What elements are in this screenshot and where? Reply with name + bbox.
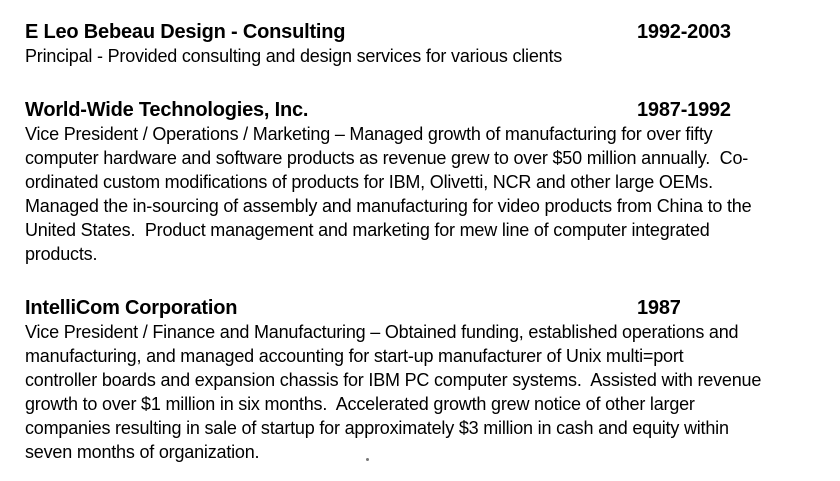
entry-header: World-Wide Technologies, Inc. 1987-1992 <box>25 98 815 122</box>
entry-description: Vice President / Finance and Manufacturi… <box>25 322 762 462</box>
entry-title: World-Wide Technologies, Inc. <box>25 99 309 121</box>
entry-description: Principal - Provided consulting and desi… <box>25 46 563 66</box>
entry-dates: 1987 <box>637 297 681 319</box>
resume-entry-worldwide-technologies: World-Wide Technologies, Inc. 1987-1992 … <box>25 98 815 266</box>
entry-header: IntelliCom Corporation 1987 <box>25 296 815 320</box>
entry-title: E Leo Bebeau Design - Consulting <box>25 21 346 43</box>
entry-description: Vice President / Operations / Marketing … <box>25 124 752 264</box>
resume-entry-intellicom: IntelliCom Corporation 1987 Vice Preside… <box>25 296 815 464</box>
entry-dates: 1987-1992 <box>637 99 731 121</box>
entry-title: IntelliCom Corporation <box>25 297 238 319</box>
resume-entry-consulting: E Leo Bebeau Design - Consulting 1992-20… <box>25 20 815 68</box>
entry-dates: 1992-2003 <box>637 21 731 43</box>
entry-header: E Leo Bebeau Design - Consulting 1992-20… <box>25 20 815 44</box>
scan-artifact-dot <box>366 458 369 461</box>
